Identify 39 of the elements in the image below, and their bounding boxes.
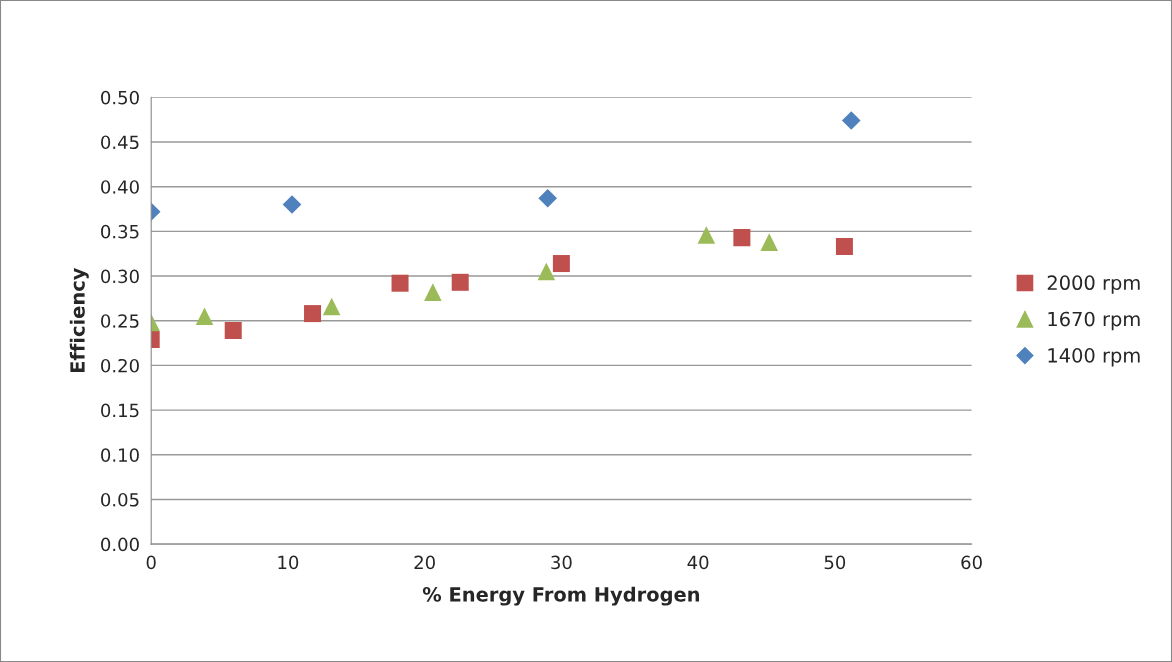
y-tick-label: 0.40 <box>101 180 139 194</box>
y-axis-title: Efficiency <box>69 267 89 373</box>
point <box>451 273 469 291</box>
y-tick-label: 0.35 <box>101 224 139 239</box>
point <box>733 229 751 247</box>
point <box>391 274 409 292</box>
y-tick-label: 0.30 <box>101 269 139 284</box>
point <box>841 111 861 130</box>
x-tick-label: 60 <box>961 555 982 570</box>
point <box>697 226 716 244</box>
legend-label: 2000 rpm <box>1047 275 1140 294</box>
point <box>424 283 442 301</box>
point <box>322 297 341 316</box>
x-tick-label: 50 <box>824 555 846 570</box>
point <box>224 322 242 340</box>
point <box>538 188 558 208</box>
y-tick-label: 0.15 <box>101 403 139 418</box>
point <box>835 238 853 256</box>
x-tick-label: 30 <box>551 555 572 570</box>
point <box>304 305 322 323</box>
y-tick-label: 0.25 <box>101 314 139 328</box>
y-tick-label: 0.10 <box>101 448 139 462</box>
x-tick-label: 0 <box>146 555 156 570</box>
y-tick-label: 0.05 <box>101 492 139 507</box>
y-tick-label: 0.00 <box>101 537 139 552</box>
legend-label: 1670 rpm <box>1048 311 1140 331</box>
y-tick-label: 0.20 <box>101 358 139 373</box>
y-tick-label: 0.45 <box>101 135 139 150</box>
point <box>537 262 556 281</box>
point <box>282 195 302 214</box>
x-tick-label: 10 <box>278 555 299 570</box>
point <box>195 307 214 326</box>
x-tick-label: 40 <box>687 555 709 570</box>
x-axis-title: % Energy From Hydrogen <box>422 586 700 606</box>
point <box>552 255 570 273</box>
x-tick-label: 20 <box>414 555 435 570</box>
legend-label: 1400 rpm <box>1048 347 1140 367</box>
y-tick-label: 0.50 <box>101 90 139 105</box>
point <box>760 233 779 251</box>
